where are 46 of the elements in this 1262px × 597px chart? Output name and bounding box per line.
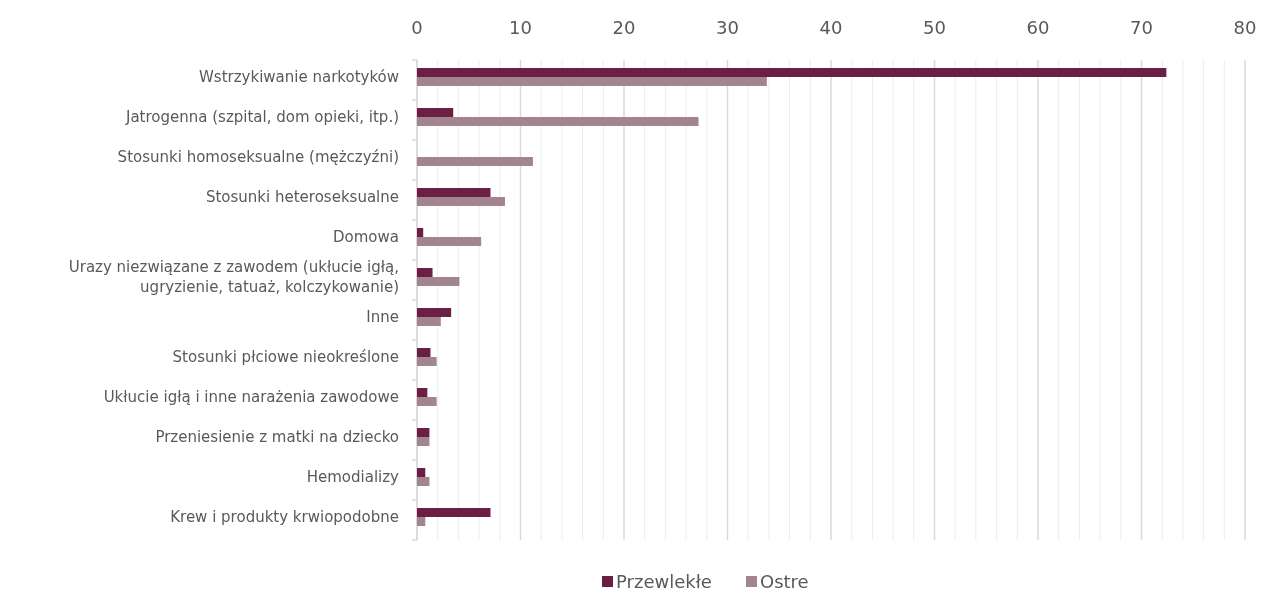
bar	[417, 397, 437, 406]
y-tick-label: Inne	[366, 308, 399, 326]
x-tick-label: 80	[1233, 17, 1257, 38]
bar	[417, 68, 1167, 77]
x-tick-label: 10	[509, 17, 532, 38]
bar	[417, 197, 505, 206]
y-tick-label: Hemodializy	[306, 468, 400, 486]
bar	[417, 348, 431, 357]
bar	[417, 468, 426, 477]
bar	[417, 188, 491, 197]
bar	[417, 228, 424, 237]
x-tick-label: 60	[1026, 17, 1050, 38]
x-tick-label: 20	[612, 17, 636, 38]
y-tick-label: Urazy niezwiązane z zawodem (ukłucie igłą, ugryzienie, tatuaż, kolczykowanie)	[68, 258, 399, 296]
bar	[417, 277, 460, 286]
bar	[417, 357, 437, 366]
bar	[417, 237, 482, 246]
bar	[417, 77, 767, 86]
bar	[417, 388, 428, 397]
bar	[417, 517, 426, 526]
x-tick-label: 30	[716, 17, 739, 38]
bar	[417, 508, 491, 517]
y-tick-label: Stosunki homoseksualne (mężczyźni)	[117, 148, 399, 166]
bar	[417, 317, 441, 326]
y-tick-label: Ukłucie igłą i inne narażenia zawodowe	[103, 388, 399, 406]
y-tick-label: Krew i produkty krwiopodobne	[170, 508, 399, 526]
x-tick-label: 40	[819, 17, 843, 38]
legend-label: Przewlekłe	[616, 571, 712, 592]
bar	[417, 477, 430, 486]
y-tick-label: Jatrogenna (szpital, dom opieki, itp.)	[125, 108, 399, 126]
y-tick-label: Wstrzykiwanie narkotyków	[199, 68, 399, 86]
y-tick-label: Przeniesienie z matki na dziecko	[155, 428, 399, 446]
x-tick-label: 70	[1130, 17, 1153, 38]
bar	[417, 437, 430, 446]
y-tick-label: Stosunki heteroseksualne	[205, 188, 399, 206]
bar	[417, 157, 533, 166]
x-tick-label: 50	[923, 17, 946, 38]
x-tick-label: 0	[411, 17, 423, 38]
bar	[417, 108, 454, 117]
y-tick-label: Stosunki płciowe nieokreślone	[172, 348, 399, 366]
legend-label: Ostre	[760, 571, 809, 592]
bar	[417, 308, 452, 317]
y-tick-label: Domowa	[333, 228, 399, 246]
bar	[417, 428, 430, 437]
bar	[417, 117, 699, 126]
bar	[417, 268, 433, 277]
